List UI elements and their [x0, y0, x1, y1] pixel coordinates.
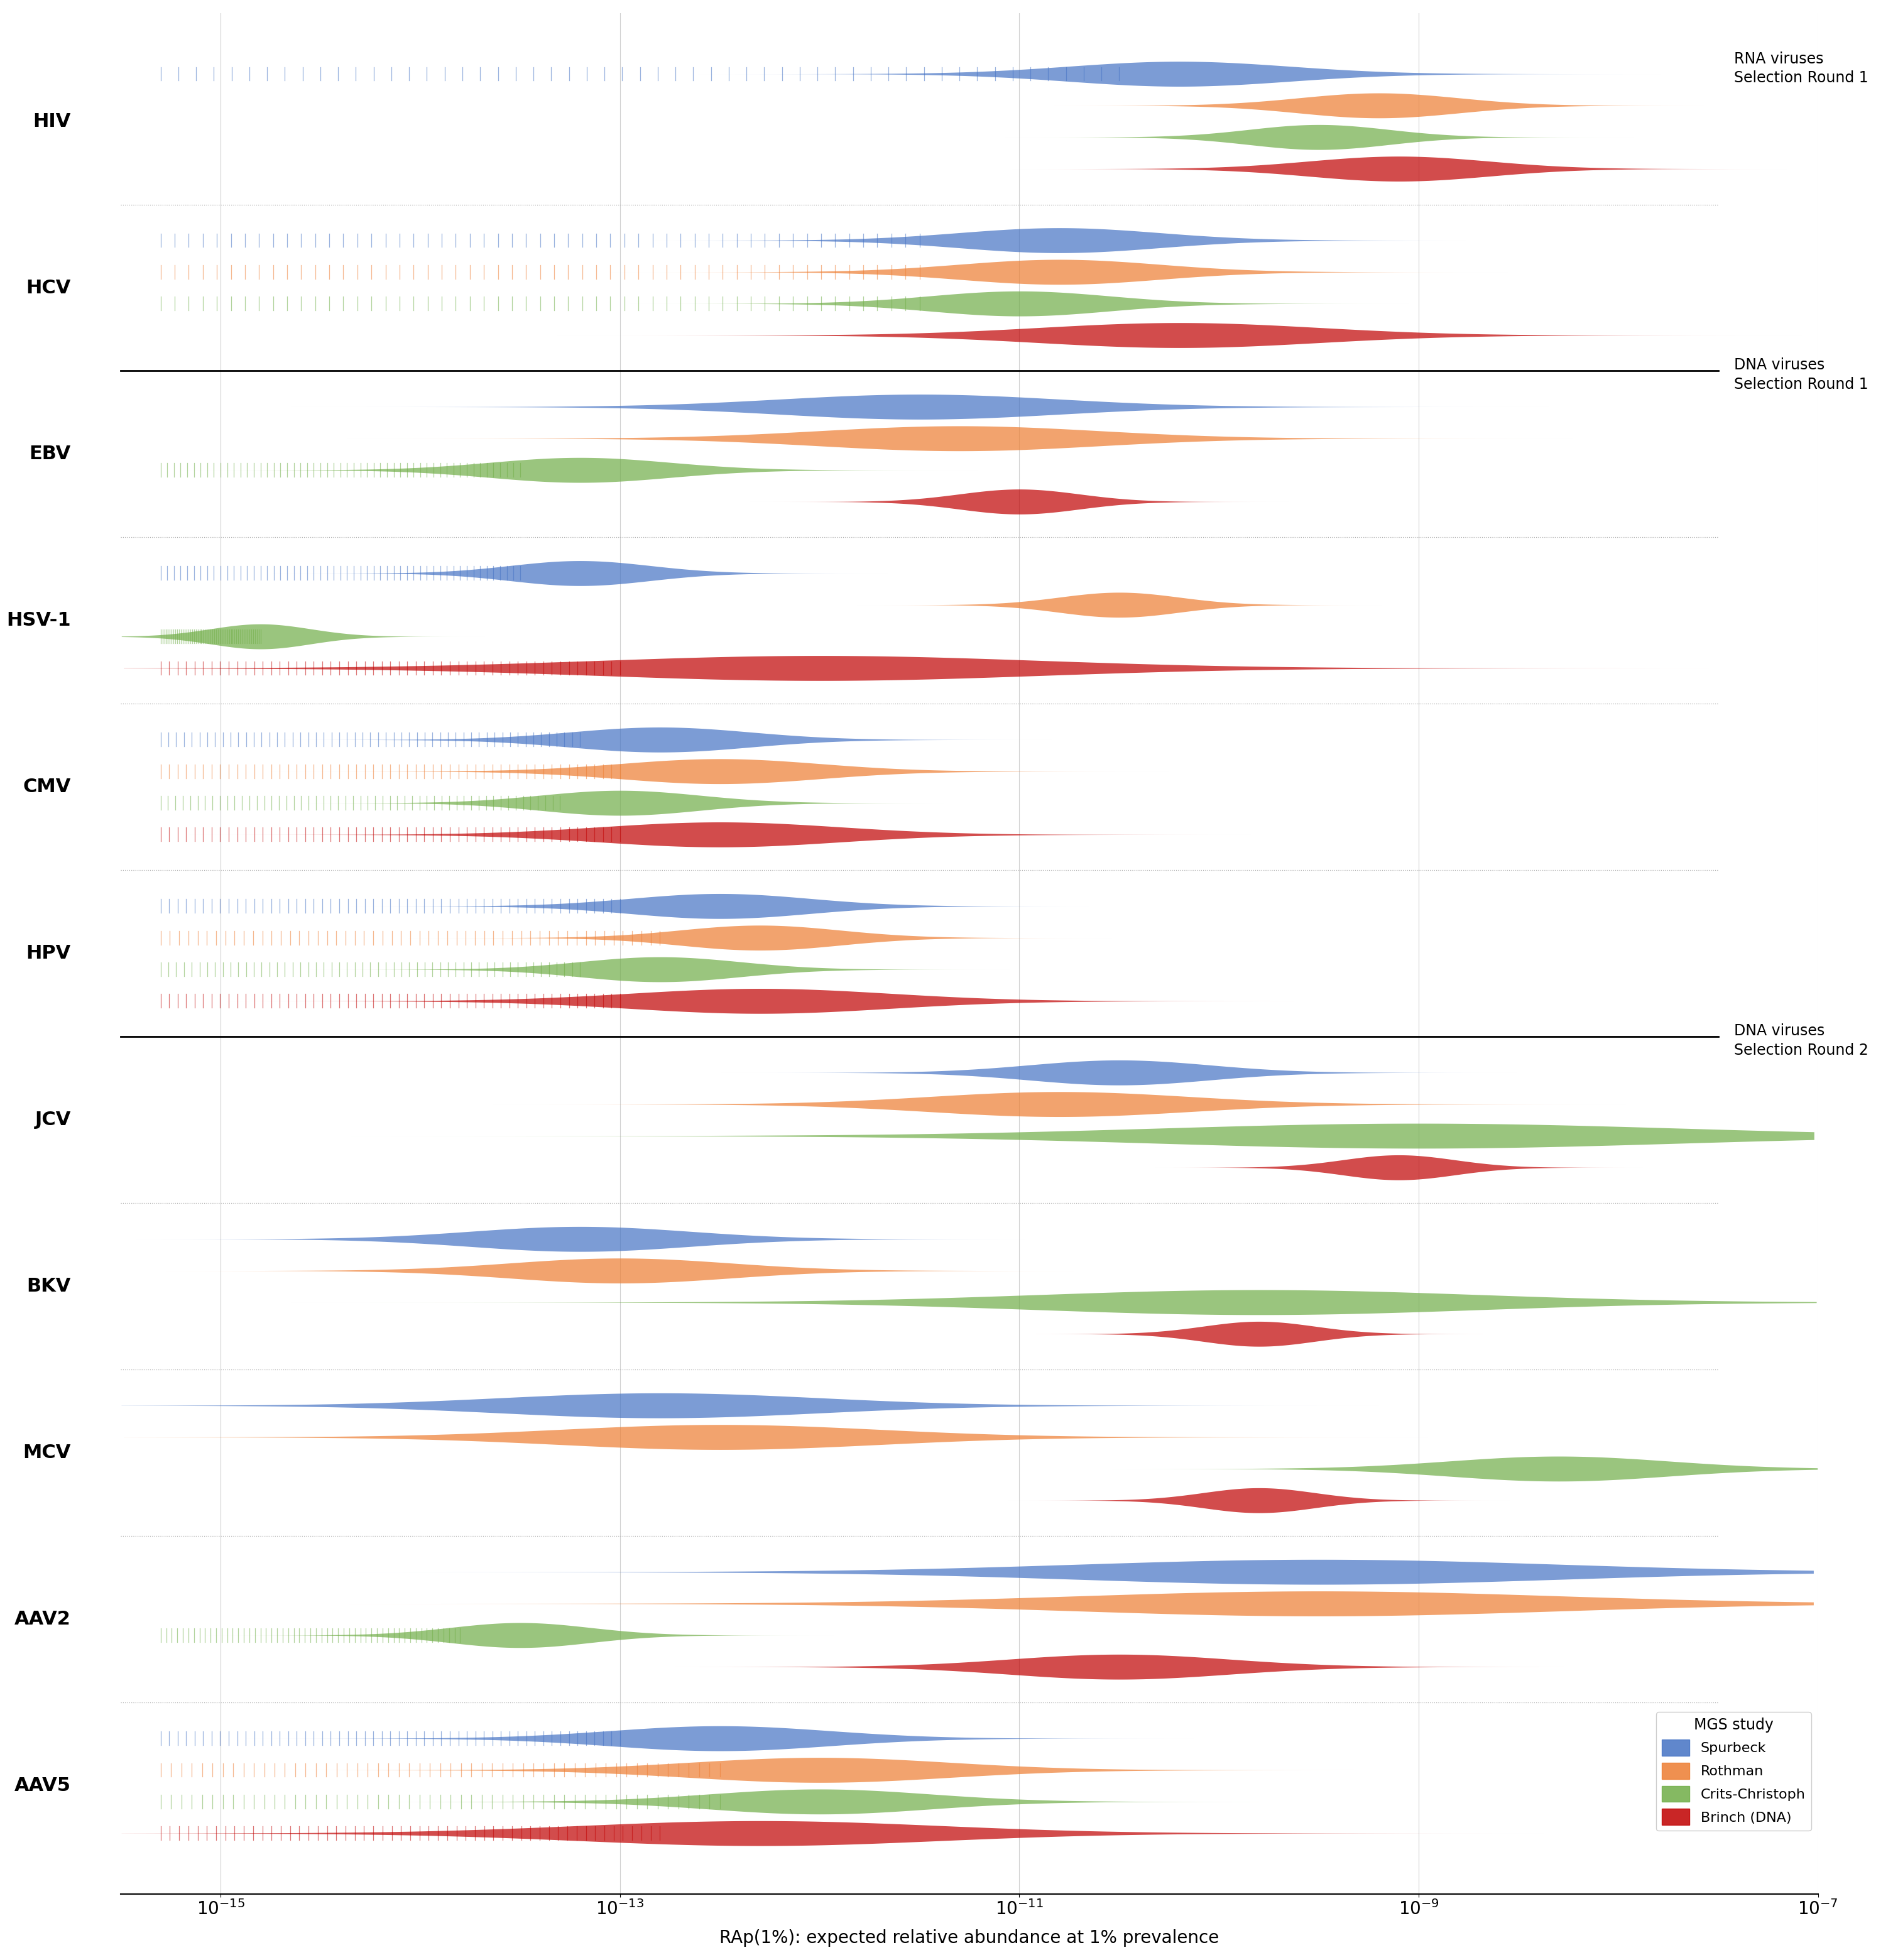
Text: AAV5: AAV5: [15, 1776, 70, 1795]
Text: HPV: HPV: [27, 945, 70, 962]
Legend: Spurbeck, Rothman, Crits-Christoph, Brinch (DNA): Spurbeck, Rothman, Crits-Christoph, Brin…: [1656, 1711, 1812, 1831]
X-axis label: RAp(1%): expected relative abundance at 1% prevalence: RAp(1%): expected relative abundance at …: [719, 1929, 1219, 1946]
Text: AAV2: AAV2: [15, 1611, 70, 1629]
Text: HSV-1: HSV-1: [6, 612, 70, 629]
Text: HIV: HIV: [32, 112, 70, 131]
Text: BKV: BKV: [27, 1278, 70, 1296]
Text: EBV: EBV: [28, 445, 70, 463]
Text: RNA viruses
Selection Round 1: RNA viruses Selection Round 1: [1734, 51, 1868, 86]
Text: DNA viruses
Selection Round 1: DNA viruses Selection Round 1: [1734, 357, 1868, 392]
Text: JCV: JCV: [34, 1111, 70, 1129]
Text: CMV: CMV: [23, 778, 70, 796]
Text: HCV: HCV: [27, 278, 70, 296]
Text: MCV: MCV: [23, 1445, 70, 1462]
Text: DNA viruses
Selection Round 2: DNA viruses Selection Round 2: [1734, 1023, 1868, 1058]
